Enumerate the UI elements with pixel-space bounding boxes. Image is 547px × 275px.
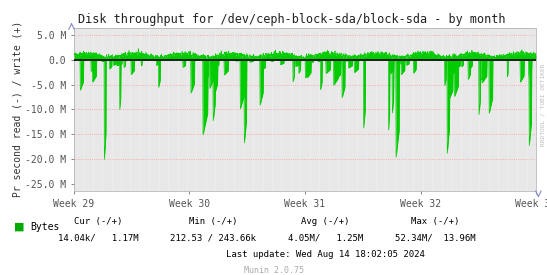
Text: Disk throughput for /dev/ceph-block-sda/block-sda - by month: Disk throughput for /dev/ceph-block-sda/…	[78, 13, 506, 26]
Text: 4.05M/   1.25M: 4.05M/ 1.25M	[288, 233, 363, 242]
Text: Munin 2.0.75: Munin 2.0.75	[243, 266, 304, 274]
Y-axis label: Pr second read (-) / write (+): Pr second read (-) / write (+)	[12, 21, 22, 197]
Text: 52.34M/  13.96M: 52.34M/ 13.96M	[394, 233, 475, 242]
Text: Bytes: Bytes	[30, 222, 60, 232]
Text: Max (-/+): Max (-/+)	[411, 217, 459, 226]
Text: Avg (-/+): Avg (-/+)	[301, 217, 350, 226]
Text: 14.04k/   1.17M: 14.04k/ 1.17M	[58, 233, 139, 242]
Text: Last update: Wed Aug 14 18:02:05 2024: Last update: Wed Aug 14 18:02:05 2024	[226, 250, 425, 259]
Text: RRDTOOL / TOBI OETIKER: RRDTOOL / TOBI OETIKER	[541, 63, 546, 146]
Text: Min (-/+): Min (-/+)	[189, 217, 237, 226]
Text: 212.53 / 243.66k: 212.53 / 243.66k	[170, 233, 257, 242]
Text: Cur (-/+): Cur (-/+)	[74, 217, 123, 226]
Text: ■: ■	[14, 222, 24, 232]
